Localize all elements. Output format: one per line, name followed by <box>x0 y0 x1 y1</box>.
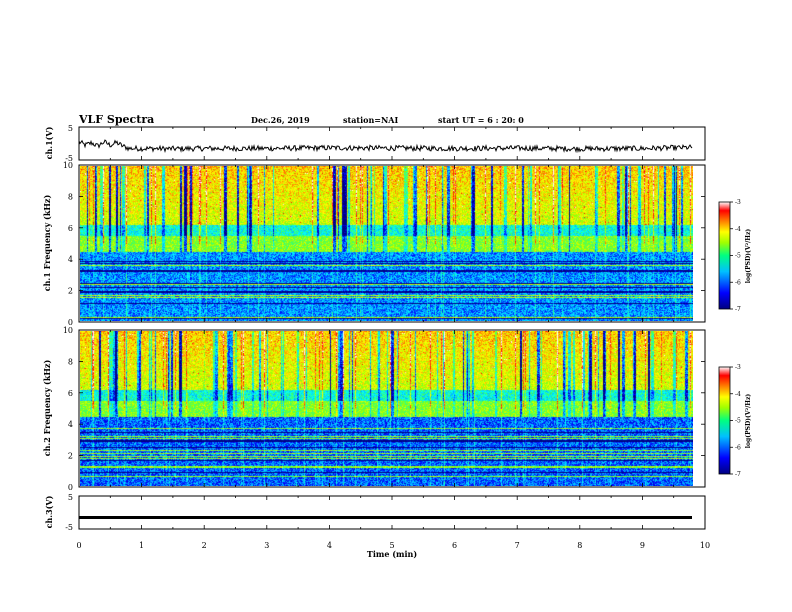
ch1-colorbar: -3 -4 -5 -6 -7 log(PSD)(V²/Hz) <box>718 199 752 313</box>
ch1-spectrogram-yticks: 10 8 6 4 2 0 <box>63 161 705 327</box>
colorbar-tick-label: -7 <box>735 306 741 313</box>
colorbar-tick-label: -3 <box>735 199 741 206</box>
time-tick-label: 9 <box>640 541 645 550</box>
time-tick-label: 5 <box>389 541 394 550</box>
ch3-ylabel: ch.3(V) <box>44 495 54 528</box>
colorbar-tick-label: -5 <box>735 253 741 260</box>
freq-tick-label: 2 <box>68 287 73 296</box>
ch1-spectrogram-image <box>80 166 693 321</box>
time-tick-label: 1 <box>139 541 144 550</box>
colorbar-tick-label: -4 <box>735 226 741 233</box>
time-axis-label: Time (min) <box>367 549 417 559</box>
ch3-waveform-panel: 5 -5 ch.3(V) <box>44 493 706 532</box>
figure-title: VLF Spectra <box>79 113 155 126</box>
colorbar-tick-label: -5 <box>735 418 741 425</box>
ch2-colorbar-ticks: -3 -4 -5 -6 -7 <box>730 364 741 478</box>
date-label: Dec.26, 2019 <box>251 115 310 125</box>
freq-tick-label: 8 <box>68 357 73 366</box>
ch1-waveform-line <box>79 139 693 154</box>
time-axis: 0 1 2 3 4 5 6 7 8 9 10 <box>76 127 710 550</box>
colorbar-tick-label: -4 <box>735 391 741 398</box>
freq-tick-label: 6 <box>68 389 73 398</box>
freq-tick-label: 8 <box>68 192 73 201</box>
ch1-spectrogram-panel: 10 8 6 4 2 0 ch.1 Frequency (kHz) <box>42 161 706 327</box>
ch1-colorbar-gradient <box>718 201 731 310</box>
station-label: station=NAI <box>343 115 399 125</box>
freq-tick-label: 4 <box>68 420 73 429</box>
time-tick-label: 4 <box>327 541 332 550</box>
colorbar-tick-label: -7 <box>735 471 741 478</box>
start-time-label: start UT = 6 : 20: 0 <box>438 115 524 125</box>
freq-tick-label: 6 <box>68 224 73 233</box>
ch1-colorbar-label: log(PSD)(V²/Hz) <box>745 229 752 284</box>
ch3-ytick-top: 5 <box>68 493 73 502</box>
time-tick-label: 2 <box>202 541 207 550</box>
ch1-ytick-top: 5 <box>68 124 73 133</box>
ch2-spectrogram-panel: 10 8 6 4 2 0 ch.2 Frequency (kHz) <box>42 326 706 492</box>
ch2-colorbar: -3 -4 -5 -6 -7 log(PSD)(V²/Hz) <box>718 364 752 478</box>
freq-tick-label: 2 <box>68 452 73 461</box>
ch1-ylabel: ch.1(V) <box>44 126 54 159</box>
ch1-ytick-bottom: -5 <box>65 154 73 163</box>
freq-tick-label: 0 <box>68 318 73 327</box>
ch2-spectrogram-ylabel: ch.2 Frequency (kHz) <box>42 360 52 457</box>
ch1-waveform-panel: 5 -5 ch.1(V) <box>44 124 706 163</box>
ch2-spectrogram-yticks: 10 8 6 4 2 0 <box>63 326 705 492</box>
freq-tick-label: 4 <box>68 255 73 264</box>
ch3-ytick-bottom: -5 <box>65 523 73 532</box>
freq-tick-label: 10 <box>63 161 73 170</box>
colorbar-tick-label: -6 <box>735 279 741 286</box>
time-tick-label: 3 <box>264 541 269 550</box>
freq-tick-label: 10 <box>63 326 73 335</box>
time-tick-label: 10 <box>700 541 710 550</box>
ch2-spectrogram-image <box>80 331 693 486</box>
ch1-colorbar-ticks: -3 -4 -5 -6 -7 <box>730 199 741 313</box>
time-tick-label: 0 <box>76 541 81 550</box>
ch2-colorbar-label: log(PSD)(V²/Hz) <box>745 394 752 449</box>
time-tick-label: 8 <box>577 541 582 550</box>
time-tick-label: 6 <box>452 541 457 550</box>
freq-tick-label: 0 <box>68 483 73 492</box>
ch2-colorbar-gradient <box>718 366 731 475</box>
ch1-spectrogram-ylabel: ch.1 Frequency (kHz) <box>42 195 52 292</box>
time-tick-label: 7 <box>515 541 520 550</box>
colorbar-tick-label: -3 <box>735 364 741 371</box>
colorbar-tick-label: -6 <box>735 444 741 451</box>
